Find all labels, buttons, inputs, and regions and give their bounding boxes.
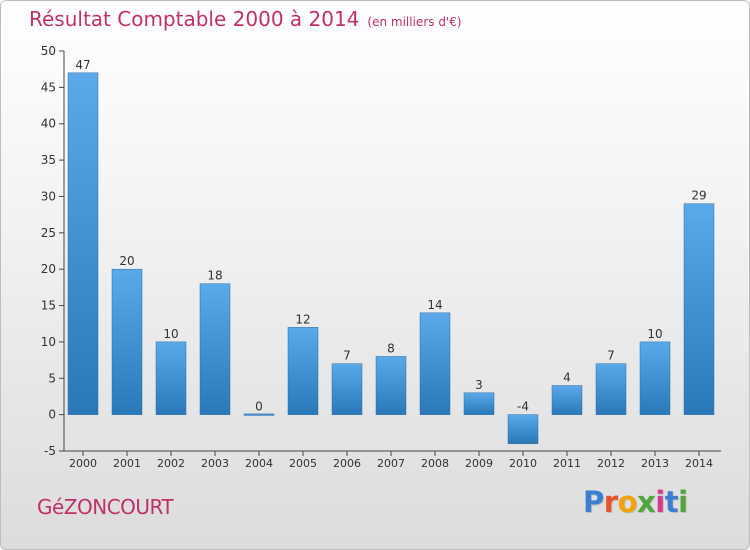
data-label-2011: 4	[563, 371, 571, 385]
logo-letter: i	[678, 485, 688, 519]
y-tick-label: 25	[41, 226, 56, 240]
data-label-2010: -4	[517, 400, 529, 414]
y-tick-label: 30	[41, 189, 56, 203]
data-label-2008: 14	[427, 298, 442, 312]
data-label-2012: 7	[607, 349, 615, 363]
bar-2010	[507, 414, 539, 444]
bar-2005	[287, 327, 319, 415]
x-tick-label: 2009	[465, 457, 493, 470]
x-tick-label: 2010	[509, 457, 537, 470]
data-label-2002: 10	[163, 327, 178, 341]
bar-2008	[419, 312, 451, 415]
chart-title-text: Résultat Comptable 2000 à 2014	[29, 7, 360, 31]
bar-2014	[683, 203, 715, 415]
y-tick-label: 45	[41, 80, 56, 94]
y-tick-label: 35	[41, 153, 56, 167]
x-tick-label: 2014	[685, 457, 713, 470]
x-axis: 2000 2001 2002 2003 2004 2005 2006 2007 2008 2009…	[64, 450, 721, 470]
x-tick-label: 2008	[421, 457, 449, 470]
data-label-2013: 10	[647, 327, 662, 341]
data-label-2004: 0	[255, 400, 263, 414]
commune-name: GéZONCOURT	[37, 495, 174, 519]
y-tick-label: 20	[41, 262, 56, 276]
bar-2001	[111, 268, 143, 415]
bar-2003	[199, 283, 231, 415]
data-label-2014: 29	[691, 189, 706, 203]
x-tick-label: 2004	[245, 457, 273, 470]
logo-letter: o	[617, 485, 638, 519]
proxiti-logo: Proxiti	[583, 485, 688, 519]
y-tick-label: 5	[48, 371, 56, 385]
bar-2013	[639, 341, 671, 415]
data-label-2006: 7	[343, 349, 351, 363]
x-tick-label: 2006	[333, 457, 361, 470]
bar-2004	[243, 413, 275, 416]
x-tick-label: 2012	[597, 457, 625, 470]
y-tick-label: 10	[41, 335, 56, 349]
data-label-2000: 47	[75, 58, 90, 72]
data-label-2001: 20	[119, 254, 134, 268]
bar-2007	[375, 356, 407, 415]
bar-2000	[67, 72, 99, 415]
bar-2012	[595, 363, 627, 415]
data-label-2009: 3	[475, 378, 483, 392]
data-label-2005: 12	[295, 312, 310, 326]
x-tick-label: 2003	[201, 457, 229, 470]
x-tick-label: 2000	[69, 457, 97, 470]
x-tick-label: 2013	[641, 457, 669, 470]
x-tick-label: 2005	[289, 457, 317, 470]
y-tick-label: 0	[48, 408, 56, 422]
bar-2002	[155, 341, 187, 415]
logo-letter: i	[655, 485, 665, 519]
bar-2009	[463, 392, 495, 415]
y-tick-label: 40	[41, 117, 56, 131]
logo-letter: t	[664, 485, 679, 519]
x-tick-label: 2011	[553, 457, 581, 470]
logo-letter: x	[637, 485, 656, 519]
x-tick-label: 2007	[377, 457, 405, 470]
chart-subtitle: (en milliers d'€)	[367, 15, 462, 29]
logo-letter: P	[583, 485, 604, 519]
y-tick-label: 15	[41, 299, 56, 313]
bar-2011	[551, 385, 583, 415]
bars	[67, 72, 715, 444]
y-axis: -5 0 5 10 15 20 25 30 35 40 45 50	[41, 44, 65, 458]
bar-2006	[331, 363, 363, 415]
x-tick-label: 2002	[157, 457, 185, 470]
y-tick-label: -5	[44, 444, 56, 458]
logo-letter: r	[603, 485, 618, 519]
x-tick-label: 2001	[113, 457, 141, 470]
y-tick-label: 50	[41, 44, 56, 58]
data-label-2007: 8	[387, 341, 395, 355]
chart-title: Résultat Comptable 2000 à 2014 (en millie…	[29, 7, 462, 31]
data-label-2003: 18	[207, 269, 222, 283]
